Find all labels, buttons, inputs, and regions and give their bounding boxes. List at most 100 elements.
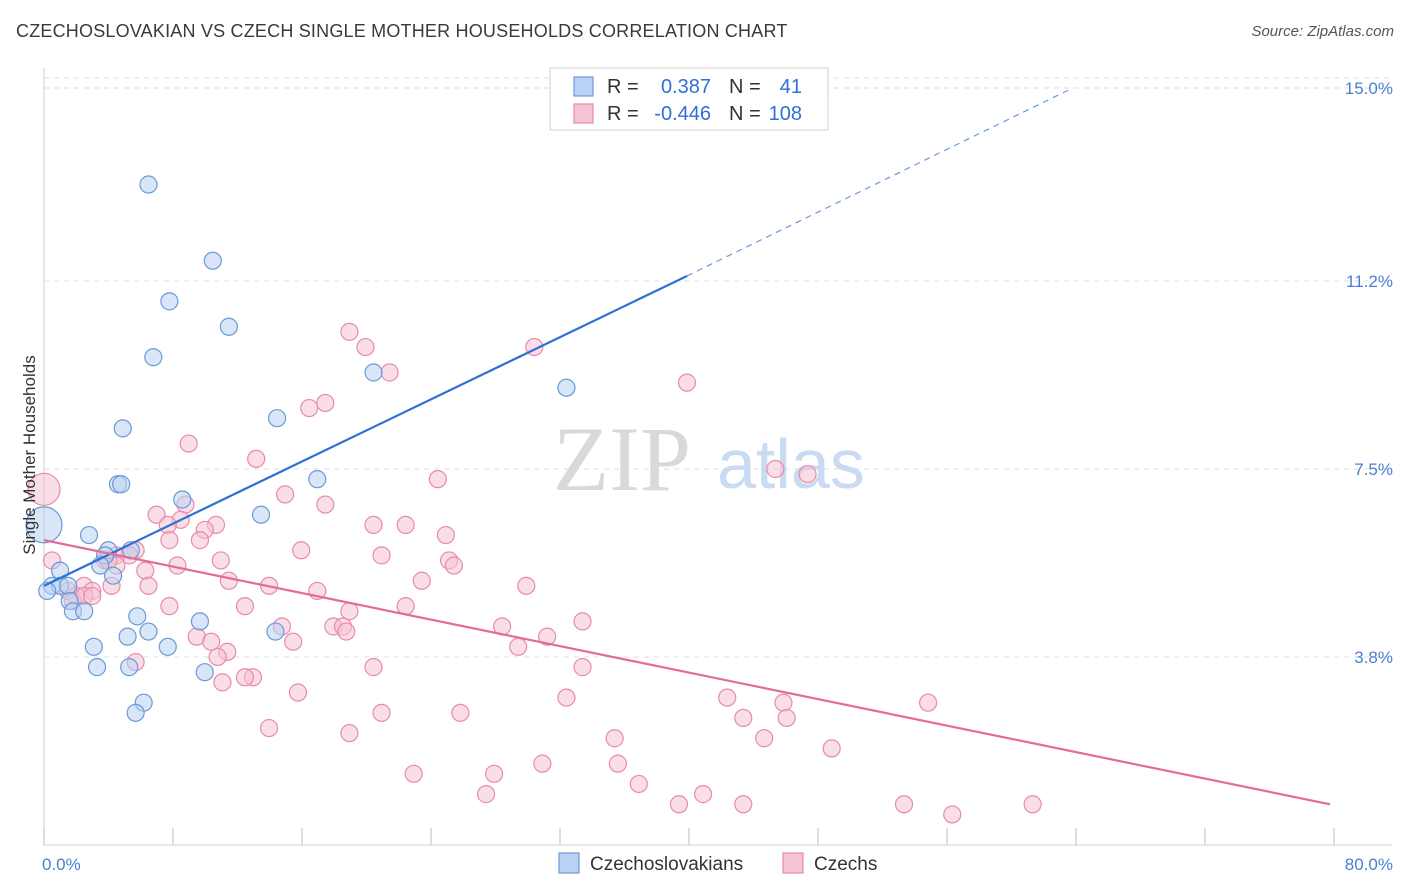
data-point <box>718 688 737 707</box>
data-point <box>608 754 627 773</box>
data-point <box>428 470 447 489</box>
data-point <box>158 637 177 656</box>
data-point <box>364 515 383 534</box>
data-point <box>284 632 303 651</box>
data-point <box>75 602 94 621</box>
y-tick-label: 7.5% <box>1354 460 1393 479</box>
data-point <box>380 363 399 382</box>
data-point <box>84 637 103 656</box>
data-point <box>693 785 713 804</box>
data-point <box>202 632 221 651</box>
bottom-legend-label: Czechoslovakians <box>590 854 743 875</box>
data-point <box>533 754 552 773</box>
watermark-atlas: atlas <box>717 425 865 503</box>
data-point <box>436 525 455 545</box>
data-point <box>190 531 210 550</box>
axes <box>43 68 1392 846</box>
data-point <box>38 581 57 601</box>
y-axis-label: Single Mother Households <box>20 355 39 554</box>
data-point <box>147 505 166 524</box>
data-point <box>139 175 158 194</box>
bottom-legend-label: Czechs <box>814 854 877 875</box>
bottom-legend: Czechoslovakians Czechs <box>558 852 877 875</box>
y-tick-label: 15.0% <box>1345 79 1393 98</box>
data-point <box>677 373 697 392</box>
data-point <box>259 718 279 738</box>
data-point <box>356 337 375 357</box>
data-point <box>139 622 158 641</box>
data-point <box>372 546 391 565</box>
data-point <box>190 612 210 631</box>
data-point <box>160 292 179 311</box>
data-point <box>27 472 61 506</box>
data-point <box>485 764 504 783</box>
bottom-legend-swatch <box>782 852 804 874</box>
data-point <box>276 485 295 504</box>
data-point <box>213 673 232 692</box>
data-point <box>219 317 238 336</box>
series-czechs-points <box>27 322 1042 824</box>
data-point <box>292 541 311 560</box>
data-point <box>112 475 131 494</box>
legend-n-value: 41 <box>780 76 802 98</box>
legend-n-value: 108 <box>769 103 802 125</box>
data-point <box>203 251 222 270</box>
x-tick-label: 80.0% <box>1345 855 1393 874</box>
data-point <box>211 551 230 570</box>
data-point <box>364 658 383 677</box>
data-point <box>412 571 431 590</box>
data-point <box>160 531 179 550</box>
trend-line-czechoslovakians <box>43 274 688 587</box>
data-point <box>235 668 255 687</box>
data-point <box>337 622 356 641</box>
data-point <box>734 708 753 728</box>
data-point <box>734 795 753 814</box>
watermark: ZIP atlas <box>553 408 865 510</box>
data-point <box>195 663 214 682</box>
y-tick-labels: 3.8% 7.5% 11.2% 15.0% <box>1345 79 1393 667</box>
data-point <box>573 658 592 677</box>
data-point <box>219 571 238 590</box>
data-point <box>919 693 938 712</box>
data-point <box>755 729 774 748</box>
legend-r-label: R = <box>607 76 639 98</box>
data-point <box>247 449 266 468</box>
chart-title: CZECHOSLOVAKIAN VS CZECH SINGLE MOTHER H… <box>16 21 788 41</box>
legend-r-value: -0.446 <box>654 103 711 125</box>
data-point <box>235 597 255 616</box>
x-tick-labels: 0.0% 80.0% <box>42 855 1393 874</box>
data-point <box>128 607 147 626</box>
bottom-legend-swatch <box>558 852 580 874</box>
data-point <box>629 774 648 794</box>
data-point <box>573 612 592 631</box>
data-point <box>316 495 335 514</box>
data-point <box>894 795 914 814</box>
source-label: Source: ZipAtlas.com <box>1251 23 1394 40</box>
legend-swatch <box>573 76 594 97</box>
data-point <box>557 378 576 397</box>
data-point <box>669 795 689 814</box>
data-point <box>517 576 536 595</box>
data-point <box>766 459 785 479</box>
data-point <box>144 348 163 367</box>
data-point <box>118 627 137 646</box>
data-point <box>364 363 383 382</box>
data-point <box>179 434 198 453</box>
data-point <box>444 556 464 575</box>
y-tick-label: 11.2% <box>1346 272 1393 291</box>
y-tick-label: 3.8% <box>1354 648 1393 667</box>
data-point <box>476 785 496 804</box>
data-point <box>316 393 335 413</box>
data-point <box>251 505 271 524</box>
data-point <box>136 561 155 580</box>
data-point <box>50 561 70 580</box>
data-point <box>451 703 470 722</box>
legend-r-value: 0.387 <box>661 76 711 98</box>
data-point <box>605 729 624 748</box>
data-point <box>340 724 359 743</box>
data-point <box>126 703 145 722</box>
data-point <box>173 490 192 509</box>
trend-line-czechs <box>43 539 1331 806</box>
data-point <box>139 576 158 595</box>
